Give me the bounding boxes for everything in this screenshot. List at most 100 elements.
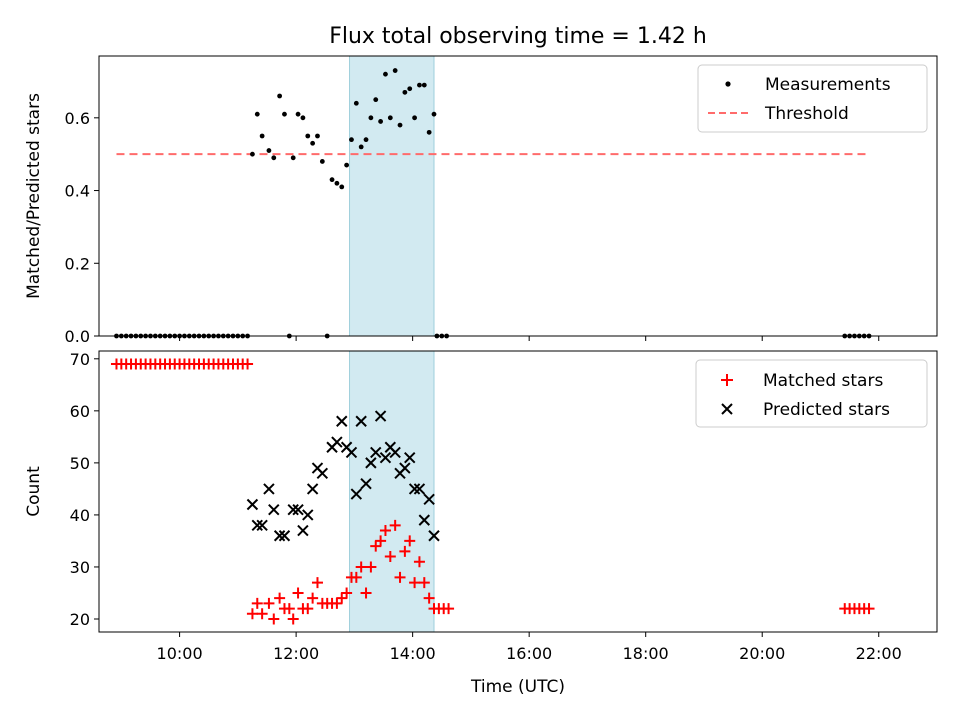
measurement-point bbox=[277, 93, 283, 99]
measurement-point bbox=[363, 137, 369, 143]
matched-star-point bbox=[399, 545, 411, 557]
measurement-point bbox=[397, 122, 403, 128]
ratio-panel: 0.0 0.2 0.4 0.6 Flux total observing time =… bbox=[24, 24, 938, 346]
measurement-point bbox=[282, 111, 287, 117]
matched-star-point bbox=[375, 535, 387, 547]
matched-star-point bbox=[307, 592, 319, 604]
x-axis-label: Time (UTC) bbox=[470, 677, 565, 697]
ratio-legend-box bbox=[697, 64, 928, 133]
y-tick-label: 70 bbox=[70, 350, 90, 369]
predicted-star-point bbox=[297, 524, 309, 537]
predicted-star-point bbox=[306, 483, 319, 495]
measurement-point bbox=[259, 133, 265, 139]
measurement-point bbox=[421, 82, 427, 88]
matched-star-point bbox=[365, 561, 377, 573]
count-y-axis-label: Count bbox=[24, 466, 44, 517]
matched-star-point bbox=[379, 525, 391, 537]
matched-star-point bbox=[443, 603, 455, 615]
matched-star-point bbox=[331, 597, 343, 609]
measurement-point bbox=[334, 180, 340, 186]
predicted-star-point bbox=[302, 509, 314, 521]
measurement-point bbox=[266, 148, 272, 153]
predicted-star-point bbox=[355, 415, 367, 427]
measurement-point bbox=[407, 86, 413, 92]
measurement-point bbox=[254, 111, 260, 117]
measurement-point bbox=[310, 140, 316, 146]
x-tick-label: 16:00 bbox=[506, 644, 552, 663]
predicted-star-point bbox=[263, 483, 275, 495]
matched-star-point bbox=[311, 577, 323, 589]
matched-star-point bbox=[409, 577, 421, 589]
y-tick-label: 0.2 bbox=[65, 254, 90, 273]
predicted-star-point bbox=[256, 519, 268, 532]
measurement-point bbox=[329, 177, 335, 183]
measurement-point bbox=[339, 184, 345, 190]
count-legend: Matched stars Predicted stars bbox=[695, 359, 928, 428]
matched-star-point bbox=[274, 592, 286, 604]
count-plot-frame bbox=[98, 350, 938, 633]
measurement-point bbox=[417, 82, 422, 88]
legend-matched-label: Matched stars bbox=[763, 371, 883, 391]
matched-star-point bbox=[287, 613, 299, 625]
ratio-y-axis-label: Matched/Predicted stars bbox=[24, 93, 44, 299]
predicted-star-point bbox=[374, 410, 387, 422]
measurement-point bbox=[383, 71, 388, 77]
measurement-point bbox=[319, 159, 325, 164]
predicted-star-point bbox=[399, 462, 411, 474]
matched-stars-series bbox=[110, 358, 875, 625]
legend-threshold-label: Threshold bbox=[764, 104, 849, 124]
chart-title: Flux total observing time = 1.42 h bbox=[329, 24, 707, 49]
count-x-ticks: 10:00 12:00 14:00 16:00 18:00 20:00 22:00 bbox=[157, 632, 902, 663]
measurement-point bbox=[305, 133, 311, 139]
matched-star-point bbox=[394, 571, 406, 583]
measurement-point bbox=[373, 97, 379, 103]
predicted-star-point bbox=[292, 504, 304, 516]
y-tick-label: 40 bbox=[70, 506, 90, 525]
count-panel: 20 30 40 50 60 70 10:00 12:00 14:00 16:00 18:00 20… bbox=[24, 350, 938, 697]
measurement-point bbox=[368, 115, 374, 121]
matched-star-point bbox=[251, 597, 263, 609]
legend-predicted-label: Predicted stars bbox=[763, 400, 890, 420]
measurement-point bbox=[392, 68, 398, 73]
x-tick-label: 18:00 bbox=[623, 644, 669, 663]
y-tick-label: 0.4 bbox=[65, 182, 90, 201]
predicted-star-point bbox=[345, 446, 358, 459]
matched-star-point bbox=[302, 603, 314, 615]
matched-star-point bbox=[418, 577, 430, 589]
predicted-star-point bbox=[408, 483, 421, 495]
predicted-star-point bbox=[246, 498, 259, 511]
measurement-point bbox=[353, 100, 359, 106]
legend-predicted-marker bbox=[721, 403, 733, 415]
matched-star-point bbox=[341, 587, 353, 599]
count-legend-box bbox=[695, 359, 928, 428]
predicted-star-point bbox=[251, 519, 263, 532]
measurement-point bbox=[431, 111, 437, 117]
y-tick-label: 50 bbox=[70, 454, 90, 473]
matched-star-point bbox=[413, 556, 425, 568]
measurement-point bbox=[402, 89, 408, 95]
ratio-y-ticks: 0.0 0.2 0.4 0.6 bbox=[65, 109, 99, 346]
predicted-star-point bbox=[287, 504, 299, 516]
measurement-point bbox=[300, 115, 306, 121]
predicted-star-point bbox=[404, 451, 416, 464]
y-tick-label: 30 bbox=[70, 558, 90, 577]
matched-star-point bbox=[404, 535, 416, 547]
count-y-ticks: 20 30 40 50 60 70 bbox=[70, 350, 99, 629]
measurement-point bbox=[349, 137, 354, 143]
x-tick-label: 22:00 bbox=[856, 644, 902, 663]
predicted-star-point bbox=[423, 493, 435, 506]
y-tick-label: 0.0 bbox=[65, 327, 90, 346]
measurement-point bbox=[358, 144, 364, 150]
predicted-star-point bbox=[370, 446, 382, 459]
x-tick-label: 12:00 bbox=[273, 644, 319, 663]
legend-measurements-label: Measurements bbox=[765, 75, 891, 95]
predicted-star-point bbox=[273, 530, 286, 542]
measurement-point bbox=[290, 155, 296, 161]
measurement-point bbox=[426, 129, 432, 135]
legend-measurements-marker bbox=[725, 81, 731, 87]
predicted-star-point bbox=[278, 530, 291, 542]
predicted-star-point bbox=[331, 436, 343, 448]
x-tick-label: 14:00 bbox=[390, 644, 436, 663]
predicted-star-point bbox=[418, 514, 431, 526]
legend-matched-marker bbox=[721, 374, 733, 386]
